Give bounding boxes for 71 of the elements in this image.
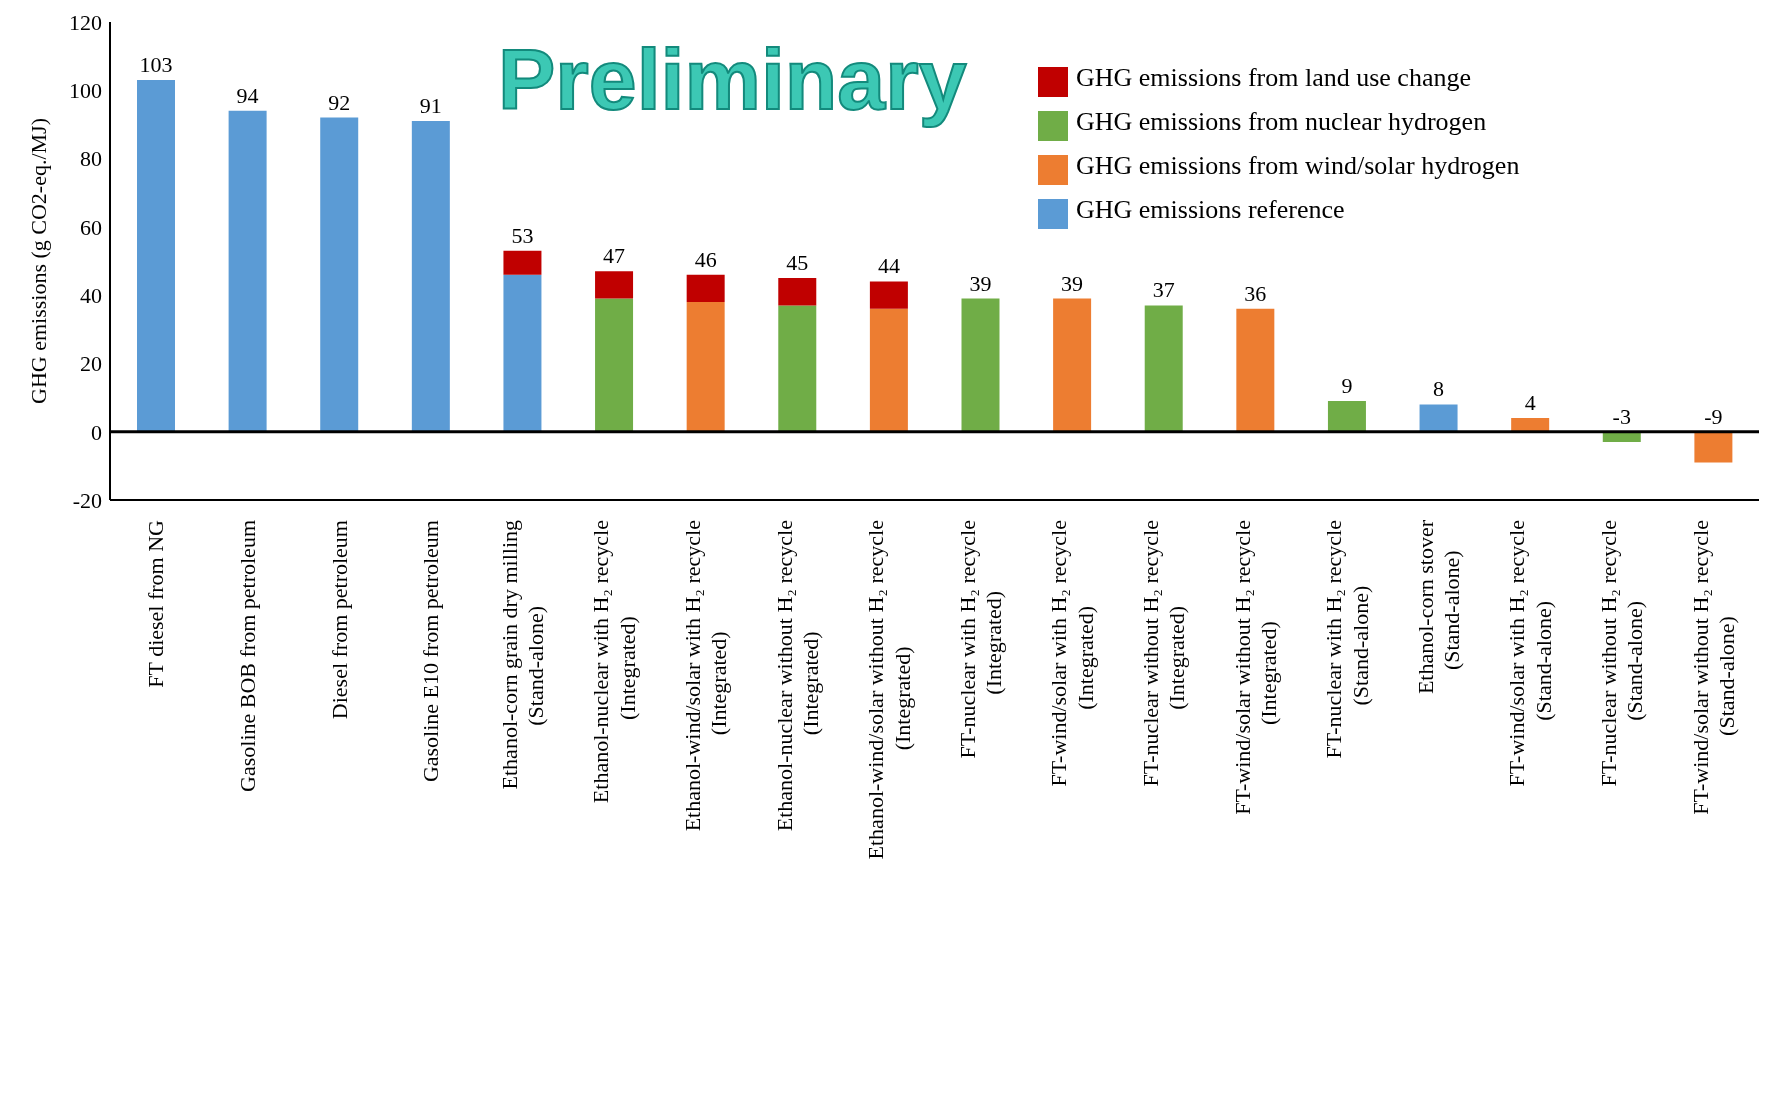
x-tick-label: FT-nuclear without H₂ recycle (Integrated) xyxy=(1138,520,1190,787)
y-tick-label: 60 xyxy=(80,214,102,240)
bar xyxy=(228,110,267,432)
bar xyxy=(595,271,634,299)
bar xyxy=(411,121,450,432)
x-tick-label: FT-nuclear with H₂ recycle (Stand-alone) xyxy=(1321,520,1373,759)
total-label: 45 xyxy=(786,250,809,276)
total-label: 103 xyxy=(139,52,173,78)
bar xyxy=(869,281,908,309)
bar xyxy=(686,274,725,302)
x-tick-label: FT-wind/solar without H₂ recycle (Stand-alone) xyxy=(1687,520,1740,815)
y-tick-label: 20 xyxy=(80,351,102,377)
bar xyxy=(1327,400,1366,432)
y-axis-title: GHG emissions (g CO2-eq./MJ) xyxy=(25,118,51,404)
total-label: 8 xyxy=(1433,376,1445,402)
x-tick-label: Ethanol-wind/solar with H₂ recycle (Integrated) xyxy=(679,520,732,832)
y-tick-label: 80 xyxy=(80,146,102,172)
total-label: -3 xyxy=(1612,403,1631,429)
x-tick-label: FT-nuclear with H₂ recycle (Integrated) xyxy=(954,520,1007,759)
x-tick-label: Gasoline E10 from petroleum xyxy=(418,520,444,783)
legend-label: GHG emissions reference xyxy=(1076,195,1345,224)
x-tick-label: Ethanol-wind/solar without H₂ recycle (Integrated) xyxy=(863,520,915,860)
bar xyxy=(1419,404,1458,432)
x-tick-label: FT diesel from NG xyxy=(143,519,169,688)
bar xyxy=(503,274,542,432)
bar xyxy=(869,308,908,432)
bar xyxy=(961,298,1000,432)
bar xyxy=(595,298,634,432)
total-label: 92 xyxy=(328,89,351,115)
total-label: 9 xyxy=(1341,372,1353,398)
bar xyxy=(778,305,817,432)
total-label: 47 xyxy=(603,243,626,269)
total-label: 44 xyxy=(877,253,900,279)
y-tick-label: 40 xyxy=(80,282,102,308)
x-tick-label: Diesel from petroleum xyxy=(326,520,352,720)
y-tick-label: 120 xyxy=(69,9,102,35)
legend-label: GHG emissions from nuclear hydrogen xyxy=(1076,107,1487,136)
bar xyxy=(1053,298,1092,432)
legend-label: GHG emissions from land use change xyxy=(1076,63,1471,92)
legend-label: GHG emissions from wind/solar hydrogen xyxy=(1076,151,1520,180)
total-label: 39 xyxy=(969,270,992,296)
total-label: 91 xyxy=(419,93,442,119)
x-tick-label: FT-wind/solar with H₂ recycle (Stand-alone) xyxy=(1504,520,1556,787)
total-label: 53 xyxy=(511,222,534,248)
x-tick-label: Ethanol-nuclear without H₂ recycle (Integrated) xyxy=(771,520,823,832)
y-tick-label: 0 xyxy=(91,419,102,445)
total-label: 4 xyxy=(1524,390,1536,416)
bar xyxy=(1236,308,1275,432)
bar xyxy=(686,301,725,432)
total-label: -9 xyxy=(1704,403,1723,429)
x-tick-label: Ethanol-nuclear with H₂ recycle (Integrated) xyxy=(588,520,640,804)
x-tick-label: Ethanol-corn grain dry milling (Stand-alone) xyxy=(496,520,549,790)
total-label: 39 xyxy=(1061,270,1084,296)
total-label: 94 xyxy=(236,82,259,108)
bar xyxy=(137,80,175,432)
bar xyxy=(1694,431,1733,463)
x-tick-label: Gasoline BOB from petroleum xyxy=(235,520,261,792)
y-tick-label: -20 xyxy=(72,487,102,513)
total-label: 46 xyxy=(694,246,717,272)
bar xyxy=(1144,305,1183,432)
x-tick-label: Ethanol-corn stover (Stand-alone) xyxy=(1412,519,1465,695)
total-label: 37 xyxy=(1152,277,1175,303)
x-tick-label: FT-nuclear without H₂ recycle (Stand-alone) xyxy=(1596,520,1648,787)
total-label: 36 xyxy=(1244,280,1267,306)
y-tick-label: 100 xyxy=(69,78,102,104)
annotation: Preliminary xyxy=(498,30,967,129)
bar xyxy=(503,250,542,275)
x-tick-label: FT-wind/solar with H₂ recycle (Integrated) xyxy=(1046,520,1098,787)
bar xyxy=(778,278,817,306)
bar xyxy=(320,117,359,432)
x-tick-label: FT-wind/solar without H₂ recycle (Integrated) xyxy=(1229,520,1282,815)
